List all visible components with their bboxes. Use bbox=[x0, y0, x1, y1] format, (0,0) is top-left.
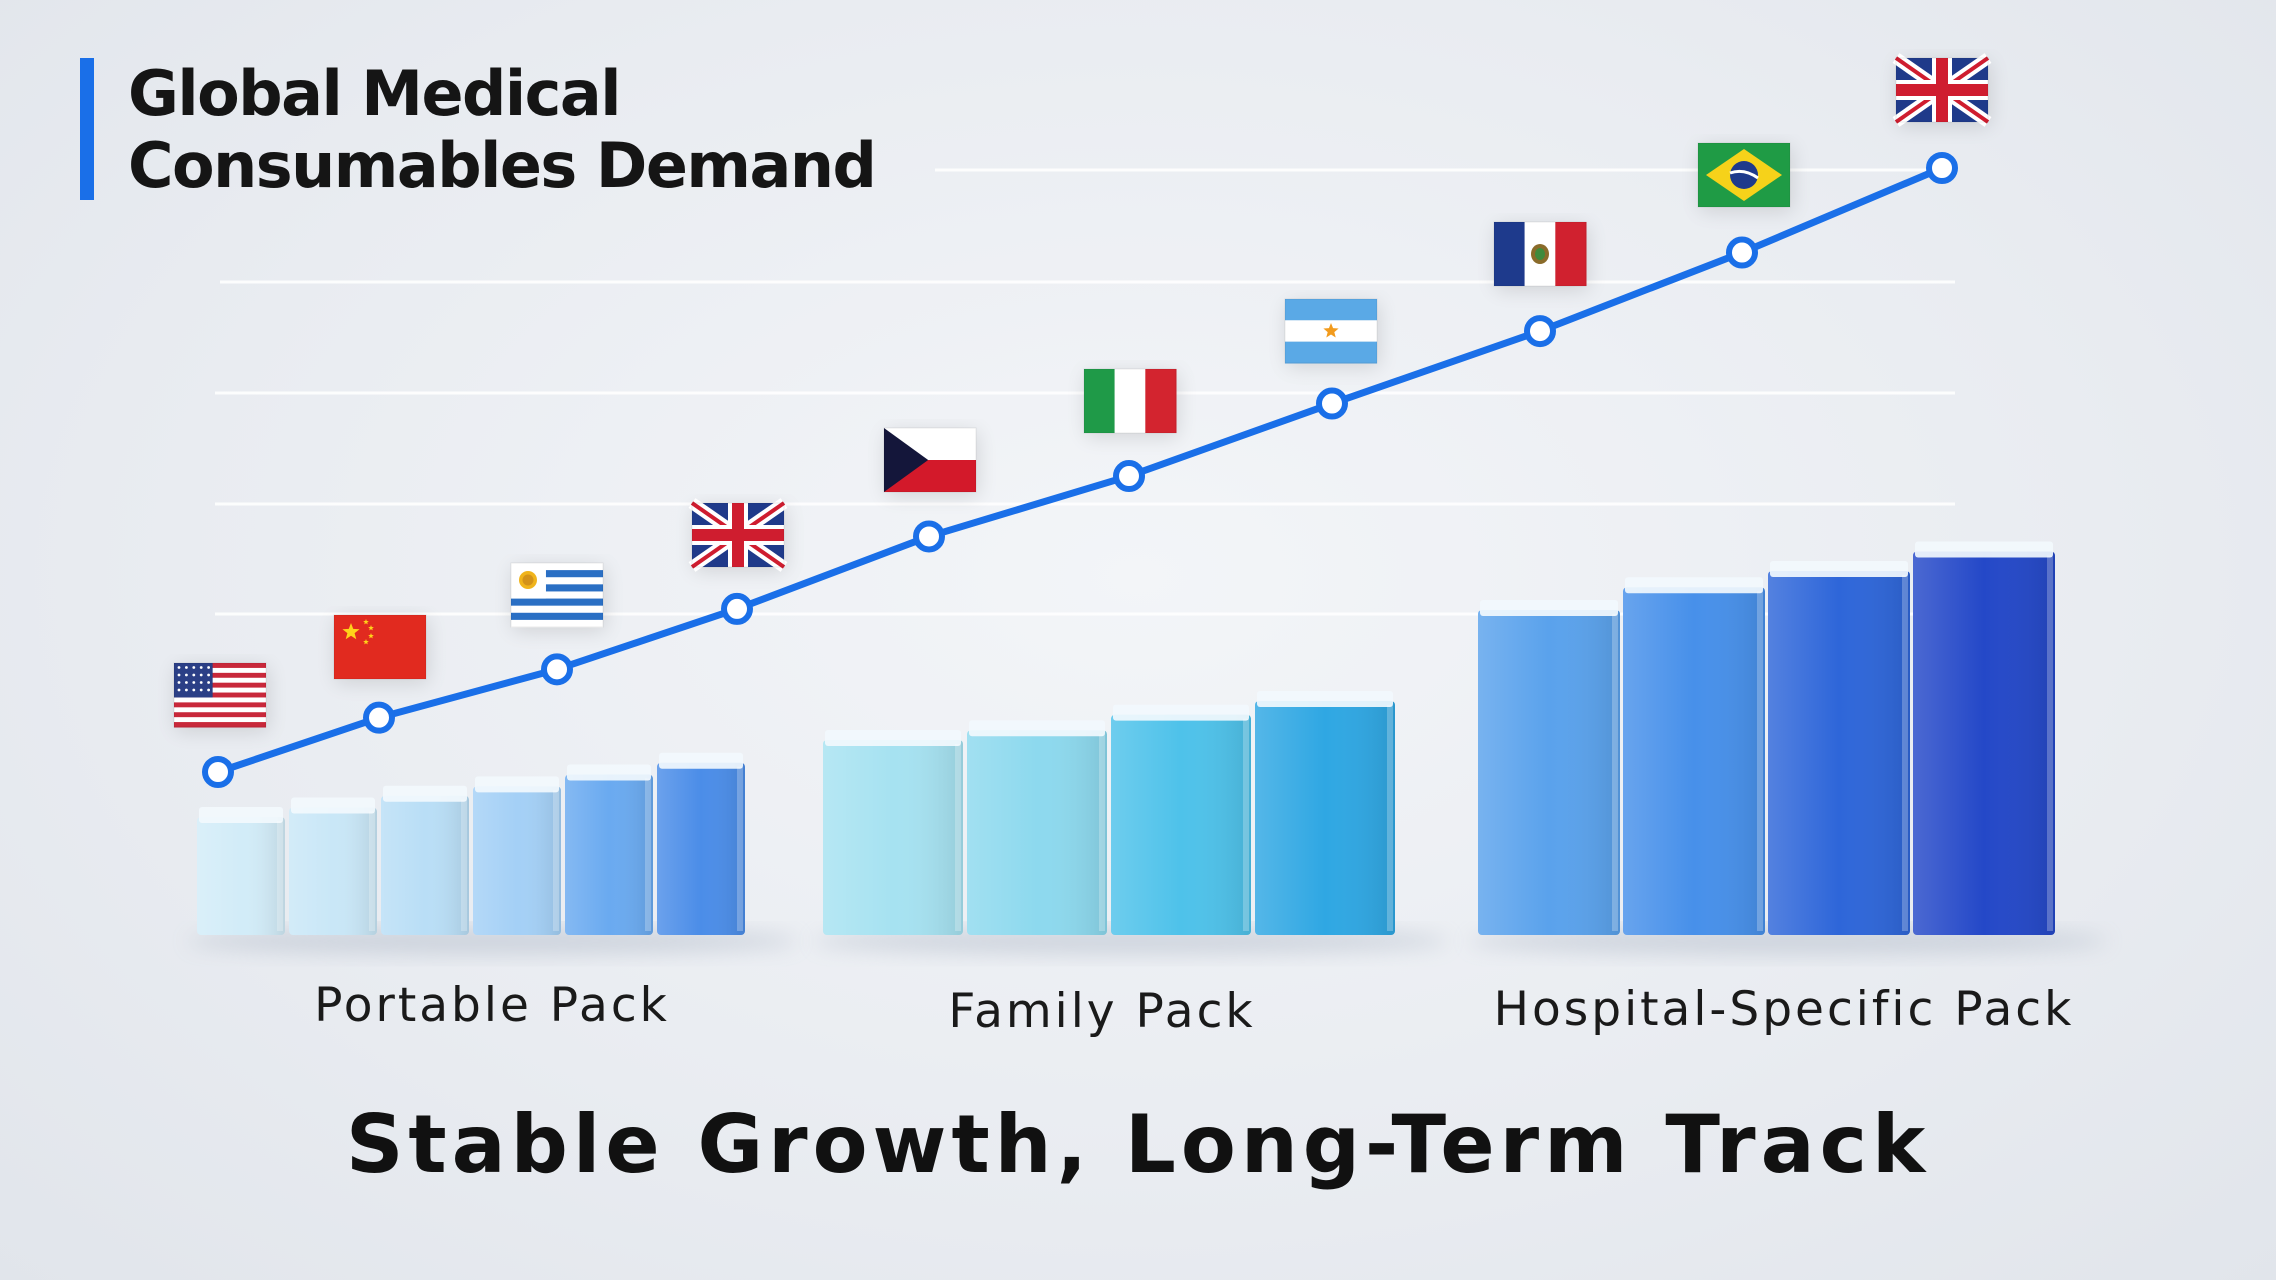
china-flag-icon bbox=[333, 614, 428, 683]
uruguay-flag-icon bbox=[510, 562, 605, 631]
united-states-flag-icon bbox=[173, 662, 268, 731]
package-box bbox=[823, 730, 963, 935]
united-kingdom-flag-icon bbox=[688, 498, 788, 572]
trend-point-marker bbox=[363, 701, 395, 734]
trend-point-marker bbox=[1726, 236, 1758, 269]
title-line-1: Global Medical bbox=[128, 57, 622, 130]
brazil-flag-icon bbox=[1697, 142, 1792, 211]
package-box bbox=[657, 752, 745, 935]
group-label-portable-pack: Portable Pack bbox=[314, 978, 670, 1033]
package-boxes bbox=[187, 541, 2108, 955]
package-box bbox=[289, 797, 377, 935]
page-title: Global Medical Consumables Demand bbox=[80, 57, 877, 202]
package-box bbox=[473, 776, 561, 935]
package-box bbox=[1111, 704, 1251, 935]
trend-point-marker bbox=[1524, 315, 1556, 348]
italy-flag-icon bbox=[1083, 368, 1178, 437]
czech-republic-flag-icon bbox=[883, 427, 978, 496]
group-label-family-pack: Family Pack bbox=[948, 984, 1256, 1039]
argentina-flag-icon bbox=[1284, 298, 1379, 367]
package-box bbox=[1913, 541, 2055, 935]
title-line-2: Consumables Demand bbox=[128, 129, 877, 202]
tagline: Stable Growth, Long-Term Track bbox=[345, 1098, 1931, 1191]
package-box bbox=[1478, 600, 1620, 935]
package-box bbox=[197, 807, 285, 935]
trend-point-marker bbox=[1113, 460, 1145, 493]
trend-line bbox=[202, 152, 1958, 788]
trend-point-marker bbox=[1926, 152, 1958, 184]
trend-polyline bbox=[216, 164, 1944, 776]
trend-point-marker bbox=[721, 592, 753, 625]
package-box bbox=[1768, 561, 1910, 935]
package-box bbox=[967, 720, 1107, 935]
package-box bbox=[1623, 577, 1765, 935]
group-label-hospital-specific-pack: Hospital-Specific Pack bbox=[1493, 982, 2075, 1037]
trend-point-marker bbox=[913, 520, 945, 553]
country-flags bbox=[173, 53, 1992, 731]
package-box bbox=[1255, 691, 1395, 935]
package-box bbox=[381, 785, 469, 935]
trend-point-marker bbox=[202, 756, 234, 788]
trend-point-marker bbox=[1316, 387, 1348, 420]
trend-point-marker bbox=[541, 653, 573, 686]
package-box bbox=[565, 764, 653, 935]
united-kingdom-flag-icon bbox=[1892, 53, 1992, 127]
mexico-flag-icon bbox=[1493, 221, 1588, 290]
